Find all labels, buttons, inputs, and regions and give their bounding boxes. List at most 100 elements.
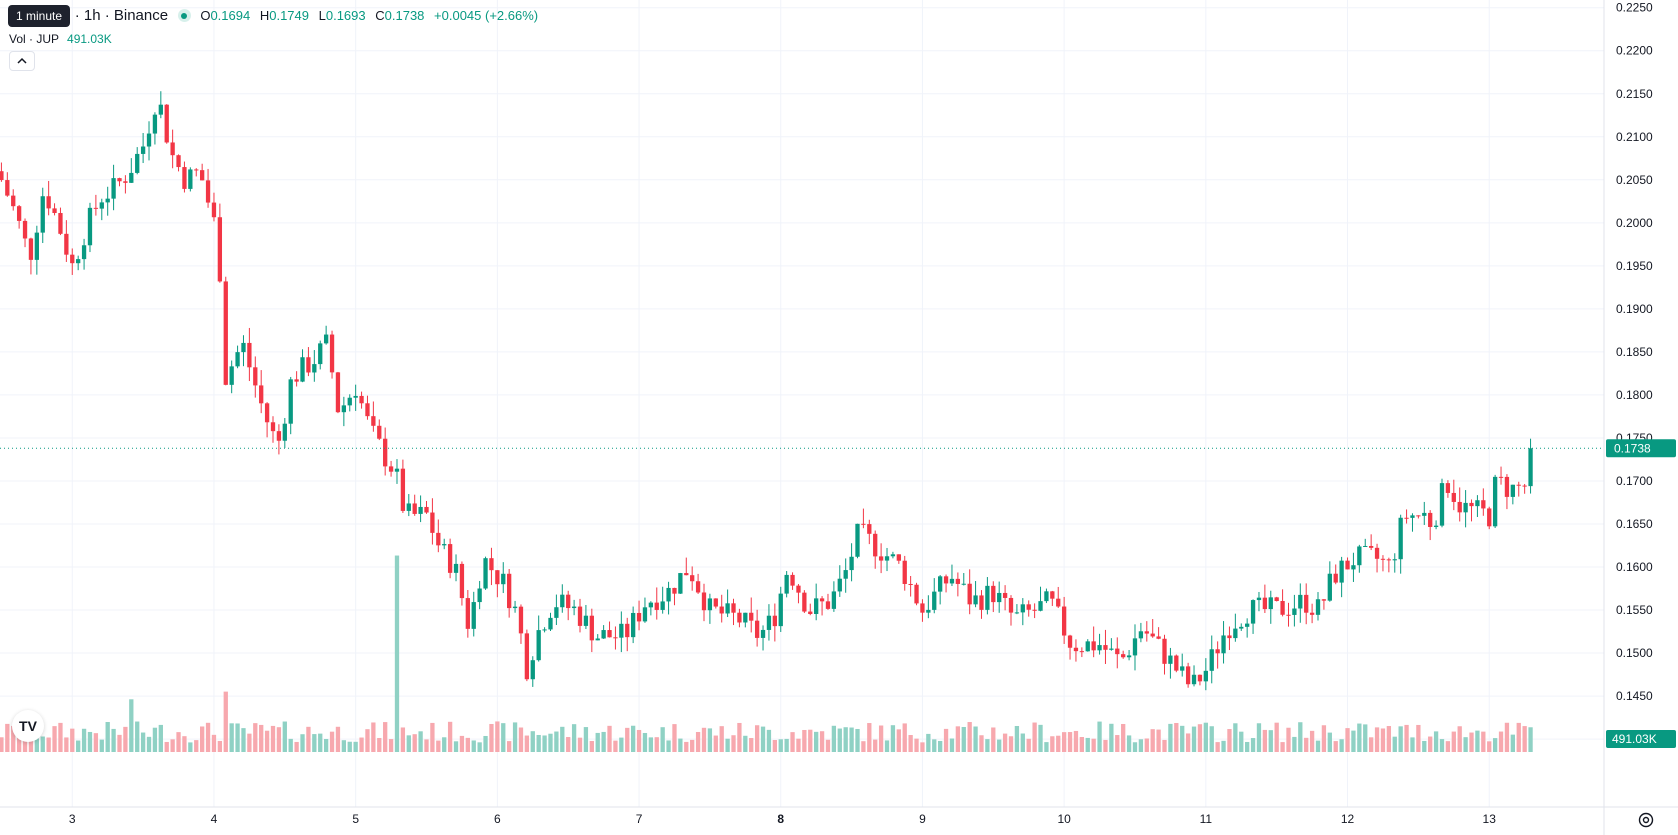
volume-bar (707, 728, 713, 752)
gear-icon[interactable] (1636, 810, 1656, 830)
volume-legend[interactable]: Vol · JUP 491.03K (9, 32, 112, 46)
candle-body (418, 506, 423, 514)
volume-bar (684, 741, 689, 752)
candle-body (501, 573, 506, 585)
last-price-badge-label: 0.1738 (1614, 441, 1651, 455)
volume-bar (1191, 726, 1197, 752)
candle-body (489, 558, 494, 571)
candle-body (672, 587, 677, 594)
volume-bar (1008, 736, 1014, 752)
volume-bar (1185, 733, 1191, 752)
volume-bar (808, 729, 813, 752)
volume-bar (276, 727, 282, 752)
price-tick-label: 0.1650 (1616, 517, 1653, 531)
volume-bar (270, 725, 276, 752)
price-tick-label: 0.2150 (1616, 87, 1653, 101)
candle-body (955, 578, 961, 584)
volume-bar (436, 740, 441, 752)
volume-bar (636, 729, 642, 752)
candle-body (1298, 594, 1303, 609)
volume-bar (64, 737, 69, 752)
collapse-legend-button[interactable] (9, 51, 35, 71)
candle-body (217, 217, 223, 282)
volume-bar (1333, 741, 1338, 752)
tradingview-logo-icon[interactable]: TV (12, 710, 44, 742)
candle-body (264, 403, 270, 423)
volume-bar (1428, 736, 1433, 752)
candle-body (1209, 649, 1214, 671)
volume-bar (164, 741, 169, 752)
volume-bar (873, 739, 878, 752)
volume-bar (1504, 722, 1510, 752)
volume-bar (1315, 740, 1321, 752)
candle-body (1475, 500, 1480, 507)
candle-body (58, 213, 63, 234)
volume-bar (1268, 730, 1273, 752)
candle-body (335, 372, 341, 413)
volume-bar (1038, 724, 1043, 752)
candle-body (943, 576, 949, 584)
candle-body (424, 506, 429, 513)
candle-body (1061, 606, 1067, 636)
candle-body (483, 558, 488, 589)
volume-bar (1032, 722, 1037, 752)
volume-bar (1286, 727, 1291, 752)
candle-body (896, 554, 901, 561)
volume-bar (1221, 740, 1226, 752)
candle-body (270, 422, 276, 432)
candle-body (164, 104, 169, 143)
volume-bar (241, 728, 246, 752)
candle-body (1056, 598, 1061, 607)
volume-bar (512, 722, 518, 752)
candle-body (1510, 484, 1515, 497)
volume-bar (1463, 737, 1468, 752)
volume-bar (949, 738, 955, 752)
price-tick-label: 0.1500 (1616, 646, 1653, 660)
price-tick-label: 0.2100 (1616, 130, 1653, 144)
price-tick-label: 0.1550 (1616, 603, 1653, 617)
candle-body (985, 585, 990, 610)
candle-body (70, 254, 75, 264)
volume-bar (259, 724, 264, 752)
candle-body (140, 146, 146, 154)
candle-body (1109, 648, 1114, 650)
symbol-legend[interactable]: TetherUS · 1h · Binance O0.1694 H0.1749 … (8, 7, 544, 24)
candle-body (571, 606, 577, 609)
candle-body (1103, 645, 1108, 650)
volume-bar (1386, 726, 1392, 752)
candle-body (1144, 631, 1149, 634)
volume-bar (743, 735, 748, 752)
candle-body (790, 574, 795, 586)
candle-body (1233, 628, 1238, 639)
volume-bar (878, 725, 884, 752)
candle-body (1067, 635, 1073, 648)
candle-body (1091, 641, 1096, 651)
candle-body (902, 560, 907, 584)
candle-body (105, 198, 110, 203)
price-tick-label: 0.2200 (1616, 44, 1653, 58)
candle-body (1156, 636, 1161, 639)
volume-bar (1256, 723, 1262, 752)
price-tick-label: 0.1600 (1616, 560, 1653, 574)
candle-body (453, 563, 459, 573)
candle-body (524, 633, 530, 680)
volume-bar (1487, 741, 1492, 752)
candle-body (323, 334, 329, 344)
candle-body (961, 583, 966, 585)
volume-bar (1380, 728, 1386, 752)
volume-bar (52, 726, 57, 752)
market-status-icon[interactable] (177, 9, 191, 22)
candle-body (619, 623, 624, 638)
candle-body (867, 524, 872, 534)
volume-bar (713, 735, 718, 752)
volume-bar (412, 734, 417, 752)
volume-bar (465, 737, 470, 752)
candle-body (1339, 560, 1344, 583)
volume-bar (1020, 733, 1025, 752)
candle-body (548, 617, 553, 630)
candle-body (52, 208, 57, 214)
candle-body (1410, 515, 1415, 518)
volume-bar (1085, 737, 1090, 752)
volume-value: 491.03K (67, 32, 112, 46)
